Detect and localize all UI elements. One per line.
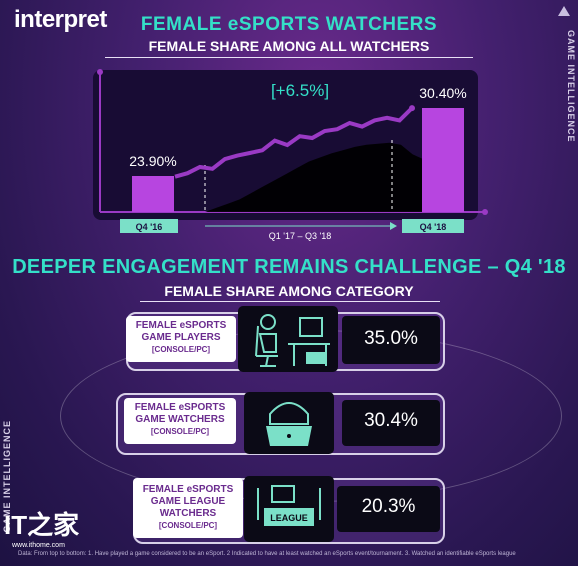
footnote: Data: From top to bottom: 1. Have played… xyxy=(18,551,516,557)
category-bracket: [CONSOLE/PC] xyxy=(151,345,211,354)
tick-label-q4-18-bg xyxy=(402,219,464,233)
period-arrowhead xyxy=(390,222,397,230)
category-line1: FEMALE eSPORTS xyxy=(135,320,227,331)
trend-end-dot xyxy=(409,105,415,112)
axis-dot-top xyxy=(97,69,103,75)
data-label: 23.90% xyxy=(129,153,176,169)
ithome-watermark: IT之家 xyxy=(4,510,80,540)
league-icon-text: LEAGUE xyxy=(270,513,308,523)
viewer-laptop-icon xyxy=(244,392,334,454)
ithome-url: www.ithome.com xyxy=(12,542,65,549)
category-bracket: [CONSOLE/PC] xyxy=(158,521,218,530)
bar-q4-16 xyxy=(132,176,174,212)
axis-dot-right xyxy=(482,209,488,215)
section-rule xyxy=(140,301,440,302)
chart-subtitle: FEMALE SHARE AMONG ALL WATCHERS xyxy=(148,38,430,54)
category-line1: FEMALE eSPORTS xyxy=(134,402,226,413)
watchers-chart: 23.90% 30.40% [+6.5%] Q4 '16 Q4 '18 Q1 '17 – … xyxy=(97,69,488,241)
section-subtitle: FEMALE SHARE AMONG CATEGORY xyxy=(164,283,414,299)
change-annotation: [+6.5%] xyxy=(271,81,329,100)
category-label-league: FEMALE eSPORTS GAME LEAGUE WATCHERS [CON… xyxy=(133,478,243,538)
gamer-chair-icon xyxy=(238,306,338,372)
tick-label-q4-16-bg xyxy=(120,219,178,233)
category-label-watchers: FEMALE eSPORTS GAME WATCHERS [CONSOLE/PC… xyxy=(124,398,236,444)
up-arrow-icon xyxy=(558,6,570,16)
category-line1: FEMALE eSPORTS xyxy=(142,484,234,495)
trend-line xyxy=(174,106,414,179)
category-line2b: PLAYERS xyxy=(174,332,221,343)
section-title: DEEPER ENGAGEMENT REMAINS CHALLENGE – Q4… xyxy=(12,256,566,278)
value-watchers: 30.4% xyxy=(342,400,440,446)
tick-label-q4-18: Q4 '18 xyxy=(420,222,447,232)
trend-area xyxy=(205,142,424,212)
value-league: 20.3% xyxy=(337,486,440,532)
category-line2b: WATCHERS xyxy=(159,508,217,519)
title-rule xyxy=(105,57,473,58)
category-bracket: [CONSOLE/PC] xyxy=(150,427,210,436)
tick-label-q4-16: Q4 '16 xyxy=(136,222,163,232)
interpret-logo: interpret xyxy=(14,6,107,33)
chart-title: FEMALE eSPORTS WATCHERS xyxy=(140,14,438,35)
period-label: Q1 '17 – Q3 '18 xyxy=(269,231,331,241)
data-label: 30.40% xyxy=(419,85,466,101)
category-line2a: GAME xyxy=(141,332,175,343)
category-line2a: GAME LEAGUE xyxy=(150,496,226,507)
side-tag-right: GAME INTELLIGENCE xyxy=(566,30,576,143)
category-line2b: WATCHERS xyxy=(168,414,225,425)
value-players: 35.0% xyxy=(342,316,440,364)
category-line2a: GAME xyxy=(135,414,169,425)
league-stage-icon: LEAGUE xyxy=(244,476,334,542)
bar-q4-18 xyxy=(422,108,464,212)
category-label-players: FEMALE eSPORTS GAME PLAYERS [CONSOLE/PC] xyxy=(126,316,236,362)
